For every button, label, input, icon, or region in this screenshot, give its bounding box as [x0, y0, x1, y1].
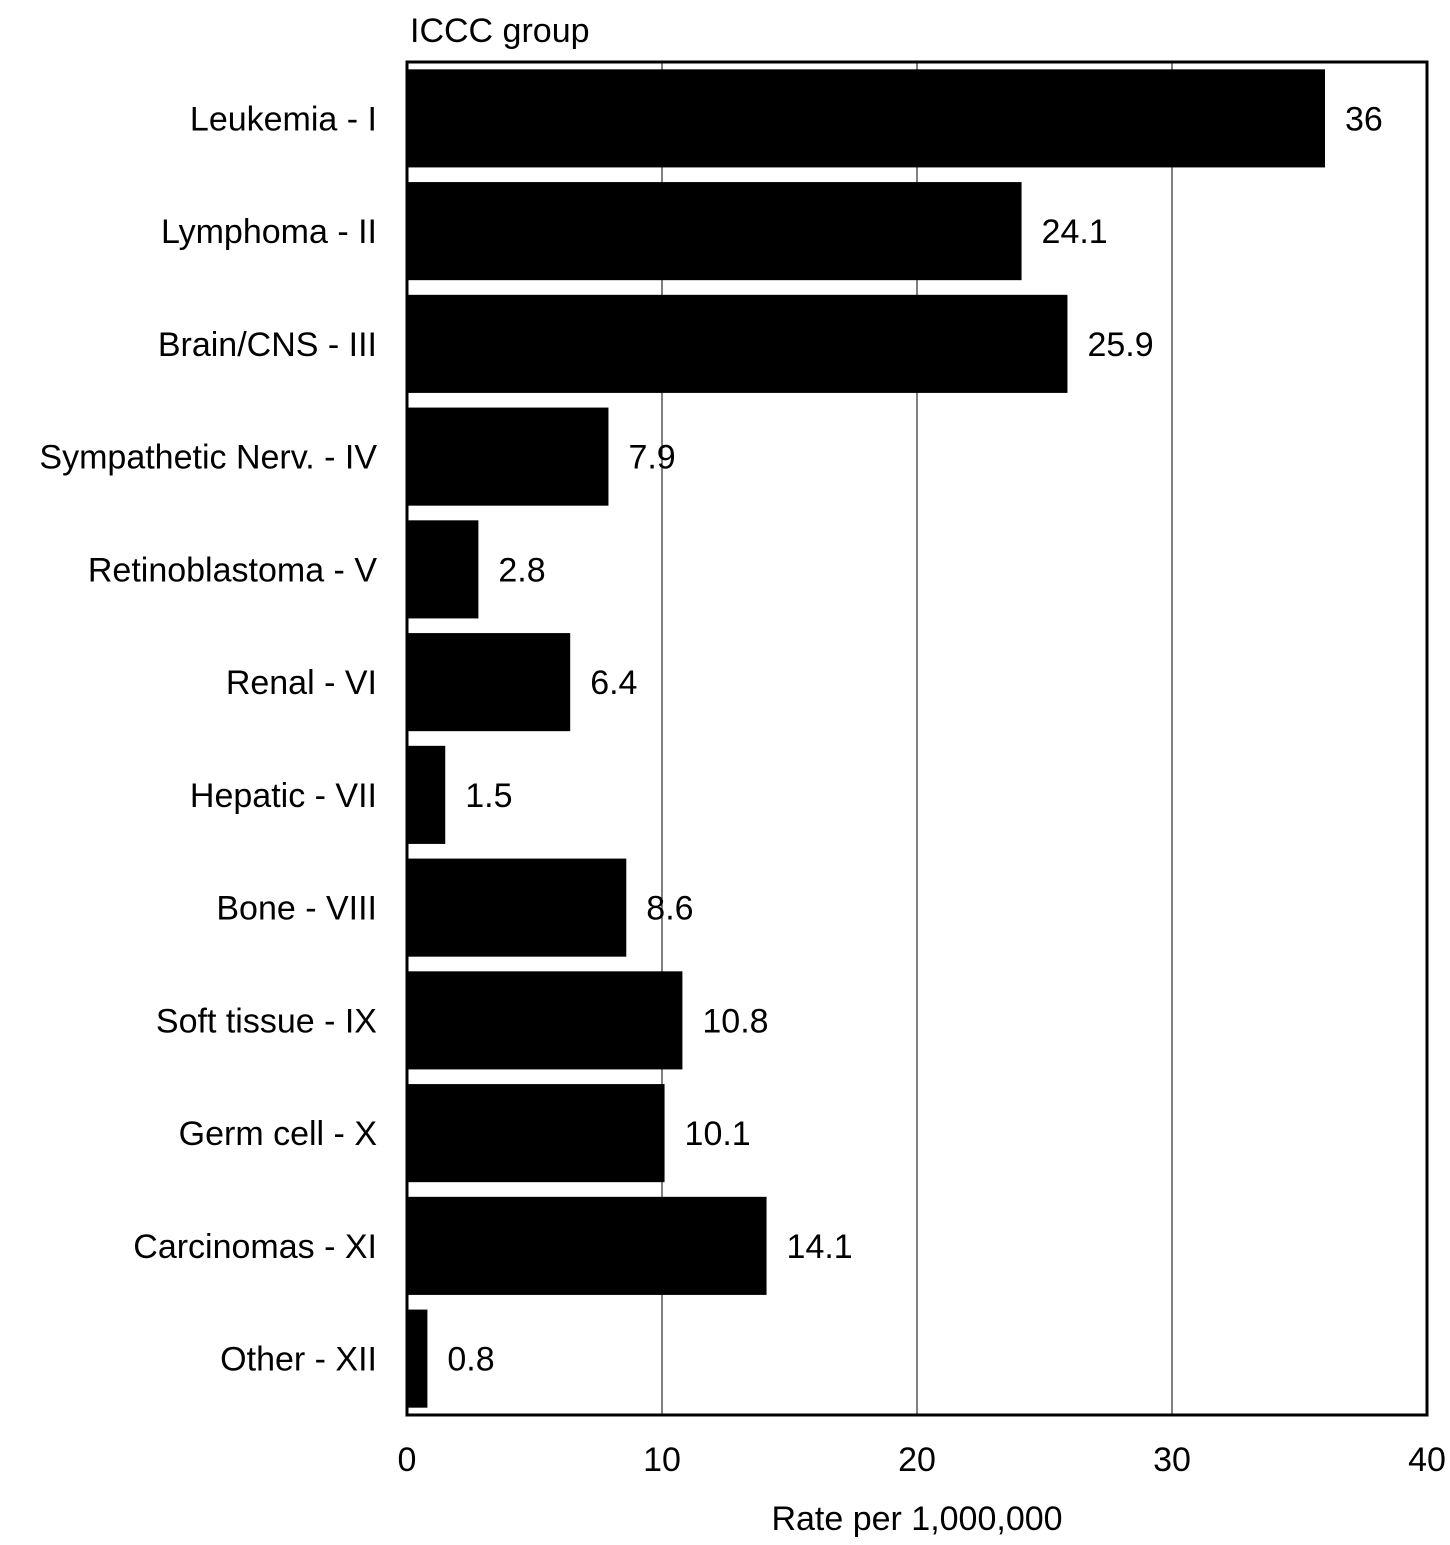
category-label-2: Lymphoma - II: [161, 213, 377, 251]
bars: [407, 69, 1325, 1408]
x-tick-label-30: 30: [1153, 1441, 1191, 1479]
gridlines: [661, 62, 1173, 1415]
category-axis-title: ICCC group: [410, 12, 590, 50]
x-tick-label-0: 0: [398, 1441, 417, 1479]
category-label-10: Germ cell - X: [179, 1115, 377, 1153]
value-label-6: 6.4: [590, 664, 637, 702]
value-label-3: 25.9: [1087, 326, 1153, 364]
category-label-4: Sympathetic Nerv. - IV: [39, 439, 377, 477]
category-label-5: Retinoblastoma - V: [88, 551, 377, 589]
bar-9: [407, 971, 683, 1070]
x-tick-label-10: 10: [643, 1441, 681, 1479]
bar-11: [407, 1196, 767, 1295]
category-label-12: Other - XII: [220, 1341, 377, 1379]
bar-5: [407, 520, 479, 619]
value-label-2: 24.1: [1042, 213, 1108, 251]
bar-4: [407, 407, 609, 506]
bar-7: [407, 745, 446, 844]
category-label-1: Leukemia - I: [190, 100, 377, 138]
value-label-11: 14.1: [787, 1228, 853, 1266]
category-label-6: Renal - VI: [226, 664, 377, 702]
value-label-1: 36: [1345, 100, 1383, 138]
bar-1: [407, 69, 1325, 168]
labels: 0 10 20 30 40 Leukemia - I 36 Lymphoma - II 24.1…: [39, 100, 1445, 1479]
value-label-8: 8.6: [646, 890, 693, 928]
bar-2: [407, 182, 1022, 281]
category-label-11: Carcinomas - XI: [133, 1228, 377, 1266]
bar-3: [407, 294, 1068, 393]
bar-12: [407, 1309, 428, 1408]
bar-6: [407, 633, 571, 732]
x-tick-label-40: 40: [1408, 1441, 1446, 1479]
value-label-10: 10.1: [685, 1115, 751, 1153]
x-tick-label-20: 20: [898, 1441, 936, 1479]
x-axis-title: Rate per 1,000,000: [771, 1500, 1062, 1538]
category-label-8: Bone - VIII: [216, 890, 377, 928]
bar-10: [407, 1084, 665, 1183]
value-label-5: 2.8: [498, 551, 545, 589]
value-label-4: 7.9: [628, 439, 675, 477]
plot-area-frame: [405, 60, 1429, 1417]
bar-8: [407, 858, 627, 957]
category-label-9: Soft tissue - IX: [156, 1002, 377, 1040]
value-label-7: 1.5: [465, 777, 512, 815]
category-label-7: Hepatic - VII: [190, 777, 377, 815]
category-label-3: Brain/CNS - III: [158, 326, 377, 364]
value-label-9: 10.8: [702, 1002, 768, 1040]
value-label-12: 0.8: [447, 1341, 494, 1379]
